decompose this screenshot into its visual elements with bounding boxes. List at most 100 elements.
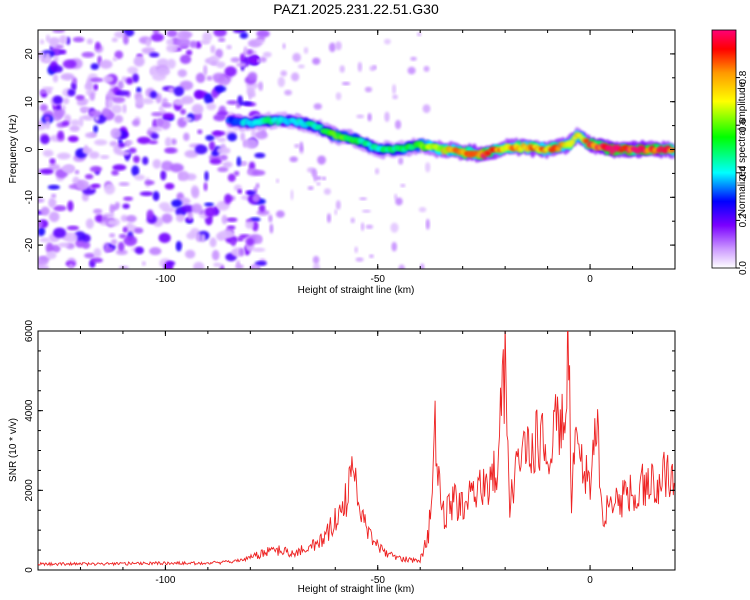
heatmap-cell [149,52,160,58]
heatmap-cell [226,44,232,50]
heatmap-cell [335,92,342,101]
colorbar-gradient [711,29,737,269]
heatmap-cell [255,38,265,45]
colorbar-tick-label: 0.6 [738,118,749,132]
heatmap-cell [131,119,140,127]
heatmap-cell [275,210,285,218]
heatmap-cell [128,147,137,154]
heatmap-cell [58,242,70,248]
colorbar: 0.0 0.2 0.4 0.6 0.8 Normalized spectral ampl… [711,29,749,275]
snr-ylabel: SNR (10 * v/v) [8,418,19,482]
heatmap-cell [224,193,232,204]
heatmap-cell [118,182,130,187]
heatmap-cell [183,132,190,142]
heatmap-cell [70,119,81,126]
x-tick-label: 0 [587,274,593,285]
heatmap-cell [237,189,243,194]
heatmap-cell [410,56,417,61]
heatmap-cell [394,119,402,130]
heatmap-cell [226,217,238,222]
heatmap-cell [39,89,47,94]
heatmap-cell [210,45,216,54]
heatmap-cell [175,240,182,252]
heatmap-cell [125,140,133,146]
heatmap-cell [391,241,397,252]
heatmap-cell [226,100,239,105]
heatmap-cell [38,198,45,203]
heatmap-cell [202,31,213,42]
heatmap-cell [384,111,390,123]
heatmap-cell [316,124,324,129]
heatmap-cell [44,115,51,121]
heatmap-cell [313,103,323,110]
heatmap-cells [38,30,675,269]
heatmap-cell [123,235,138,246]
heatmap-cell [74,169,80,175]
heatmap-cell [222,161,233,168]
heatmap-cell [239,247,244,257]
heatmap-cell [86,38,93,45]
heatmap-cell [152,190,160,201]
heatmap-cell [164,137,172,147]
heatmap-cell [328,42,336,53]
heatmap-cell [166,30,178,38]
heatmap-cell [398,157,404,165]
heatmap-cell [75,238,85,248]
heatmap-cell [114,50,124,60]
heatmap-cell [45,119,51,130]
heatmap-cell [213,113,227,122]
heatmap-cell [150,132,159,140]
heatmap-cell [95,41,101,50]
heatmap-cell [187,211,193,220]
heatmap-cell [185,49,193,56]
heatmap-cell [236,156,242,167]
y-tick-label: 4000 [24,399,35,422]
heatmap-cell [148,126,163,132]
heatmap-cell [115,90,129,97]
heatmap-cell [269,223,274,234]
heatmap-cell [211,130,226,136]
heatmap-cell [107,220,118,226]
heatmap-cell [350,217,355,224]
heatmap-cell [38,220,43,229]
heatmap-cell [67,200,74,212]
heatmap-cell [120,214,128,222]
heatmap-cell [38,51,46,59]
heatmap-cell [384,38,391,45]
heatmap-cell [230,239,236,247]
heatmap-cell [356,114,365,119]
heatmap-cell [289,156,298,163]
snr-y-ticks: 0 2000 4000 6000 [24,319,675,573]
heatmap-cell [149,67,155,76]
colorbar-tick-label: 0.2 [738,213,749,227]
heatmap-cell [259,56,267,63]
heatmap-cell [195,232,202,242]
y-tick-label: 20 [24,48,35,60]
heatmap-cell [212,72,226,83]
heatmap-cell [61,165,75,172]
heatmap-cell [392,84,397,95]
heatmap-cell [99,59,113,69]
heatmap-cell [67,135,79,143]
heatmap-cell [160,170,167,181]
heatmap-cell [569,138,576,145]
heatmap-cell [79,106,91,112]
heatmap-cell [88,151,100,159]
heatmap-cell [247,71,258,81]
heatmap-cell [111,205,118,211]
heatmap-cell [48,197,57,208]
heatmap-cell [104,183,116,195]
heatmap-cell [221,214,228,225]
heatmap-cell [107,99,114,109]
heatmap-cell [113,115,124,124]
heatmap-cell [151,112,164,117]
heatmap-cell [169,163,184,173]
heatmap-cell [191,103,204,115]
heatmap-cell [131,165,140,177]
heatmap-cell [282,43,286,50]
heatmap-cell [55,109,63,118]
heatmap-cell [141,261,146,266]
heatmap-cell [112,57,118,62]
y-tick-label: 2000 [24,479,35,502]
